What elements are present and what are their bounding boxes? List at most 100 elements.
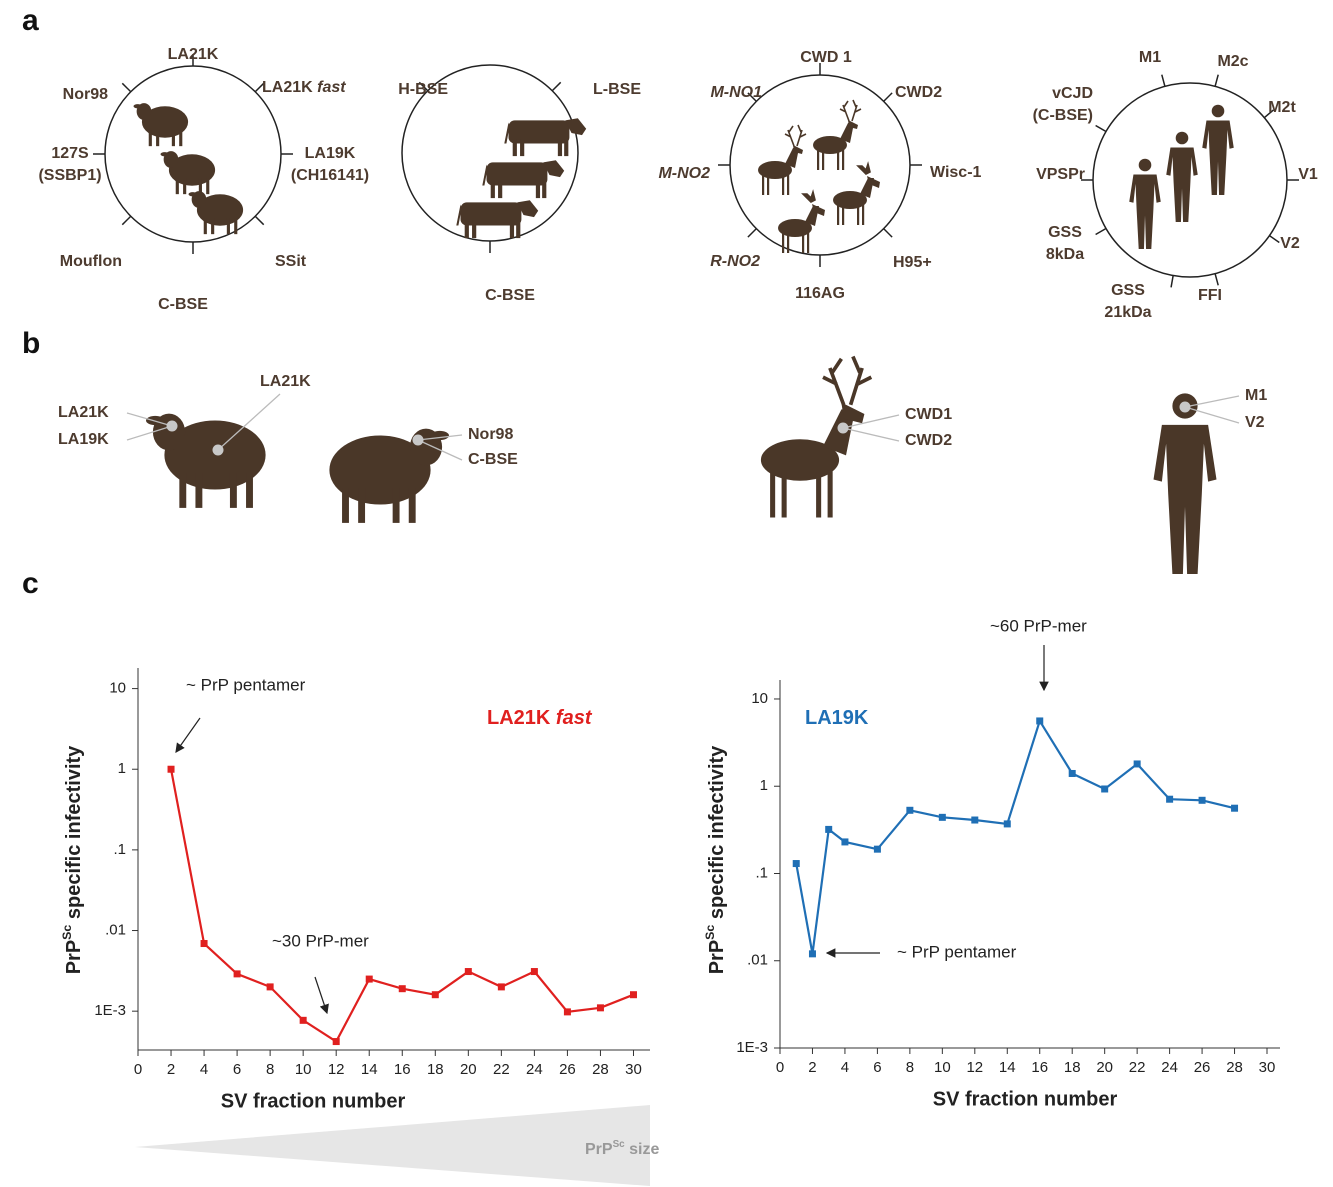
y-tick-label: 10 <box>751 690 768 707</box>
label-line: (SSBP1) <box>38 167 101 184</box>
circle-tick <box>1214 74 1219 87</box>
strain-label: LA19K <box>58 431 109 448</box>
deer-leg <box>782 175 785 195</box>
human-body <box>1129 174 1161 249</box>
text-part: fast <box>317 79 346 96</box>
deer-leg <box>787 175 790 195</box>
point-marker <box>1068 769 1076 777</box>
strain-label: H95+ <box>893 254 932 271</box>
sheep-leg <box>156 130 160 147</box>
x-tick-label: 6 <box>873 1059 881 1076</box>
sheep-leg <box>203 218 207 235</box>
text-part: specific infectivity <box>706 745 728 925</box>
sheep-leg <box>234 218 238 235</box>
x-tick-label: 30 <box>625 1061 642 1078</box>
point-marker <box>464 968 472 976</box>
pointer-line <box>417 439 463 461</box>
x-tick-label: 6 <box>233 1061 241 1078</box>
strain-label: M-NO1 <box>710 84 762 101</box>
deer-head <box>867 176 880 188</box>
point-marker <box>200 940 208 948</box>
deer-leg <box>762 175 765 195</box>
series-label: LA19K <box>805 707 869 729</box>
strain-label: LA21K <box>58 404 109 421</box>
cow-head <box>543 160 565 178</box>
point-marker <box>971 816 979 824</box>
text-part: Sc <box>60 925 74 940</box>
strain-label: M1 <box>1245 387 1267 404</box>
label-line: LA21K <box>168 46 219 63</box>
x-tick-label: 10 <box>934 1059 951 1076</box>
x-tick-label: 0 <box>776 1059 784 1076</box>
human-body <box>1166 147 1198 222</box>
x-tick-label: 20 <box>1096 1059 1113 1076</box>
strain-label: LA21K fast <box>262 79 346 96</box>
sheep-ear <box>133 104 142 109</box>
label-line: L-BSE <box>593 81 641 98</box>
deer-head <box>812 204 825 216</box>
x-tick-label: 20 <box>460 1061 477 1078</box>
sheep-ear <box>160 152 169 157</box>
sheep-leg <box>392 488 400 523</box>
label-line: 8kDa <box>1046 246 1084 263</box>
y-tick-label: 10 <box>109 680 126 697</box>
deer-head <box>793 145 803 154</box>
circle-tick <box>1263 109 1274 119</box>
y-tick-label: 1 <box>118 760 126 777</box>
strain-label: vCJD (C-BSE) <box>1033 85 1093 124</box>
y-tick-label: .1 <box>755 864 768 881</box>
strain-label: LA21K <box>168 46 219 63</box>
label-line: V2 <box>1280 235 1300 252</box>
x-tick-label: 10 <box>295 1061 312 1078</box>
point-marker <box>808 950 816 958</box>
circle-tick <box>254 82 265 93</box>
point-marker <box>167 765 175 773</box>
label-line: Mouflon <box>60 253 122 270</box>
human-body <box>1202 120 1234 195</box>
cow-leg <box>564 139 569 157</box>
label-line: V1 <box>1298 166 1318 183</box>
strain-label: C-BSE <box>485 287 535 304</box>
label-line: Nor98 <box>63 86 108 103</box>
point-marker <box>1198 796 1206 804</box>
annotation: ~30 PrP-mer <box>272 931 369 950</box>
deer-leg <box>802 233 805 253</box>
label-line: VPSPr <box>1036 166 1085 183</box>
cow-body <box>460 202 522 226</box>
y-tick-label: .01 <box>105 921 126 938</box>
strain-label: GSS 21kDa <box>1104 282 1151 321</box>
text-part: Sc <box>613 1139 626 1150</box>
strain-label: C-BSE <box>158 296 208 313</box>
sheep-leg <box>195 473 203 508</box>
x-tick-label: 28 <box>1226 1059 1243 1076</box>
circle-tick <box>121 82 132 93</box>
circle-tick <box>747 228 757 238</box>
deer-leg <box>817 150 820 170</box>
point-marker <box>841 838 849 846</box>
antler <box>822 355 873 406</box>
x-tick-label: 14 <box>361 1061 378 1078</box>
sheep-ear <box>188 192 197 197</box>
point-marker <box>365 975 373 983</box>
label-line: M-NO2 <box>658 165 710 182</box>
circle-tick <box>1170 275 1174 288</box>
label-line: M-NO1 <box>710 84 762 101</box>
deer-leg <box>857 205 860 225</box>
y-axis-title: PrPSc specific infectivity <box>703 745 728 974</box>
deer-head <box>848 120 858 129</box>
deer-body <box>758 161 792 179</box>
annotation-arrow <box>175 717 201 753</box>
point-marker <box>563 1008 571 1016</box>
pointer-line <box>126 412 173 427</box>
sheep-body <box>196 194 244 226</box>
series-label: LA21K fast <box>487 707 593 729</box>
text-part: LA19K <box>805 707 869 729</box>
circle-tick <box>1095 124 1107 133</box>
label-line: 127S <box>51 145 89 162</box>
deer-body <box>813 136 847 154</box>
label-line: 116AG <box>795 285 845 302</box>
strain-label: CWD2 <box>895 84 942 101</box>
point-marker <box>1003 820 1011 828</box>
deer-body <box>833 191 867 209</box>
